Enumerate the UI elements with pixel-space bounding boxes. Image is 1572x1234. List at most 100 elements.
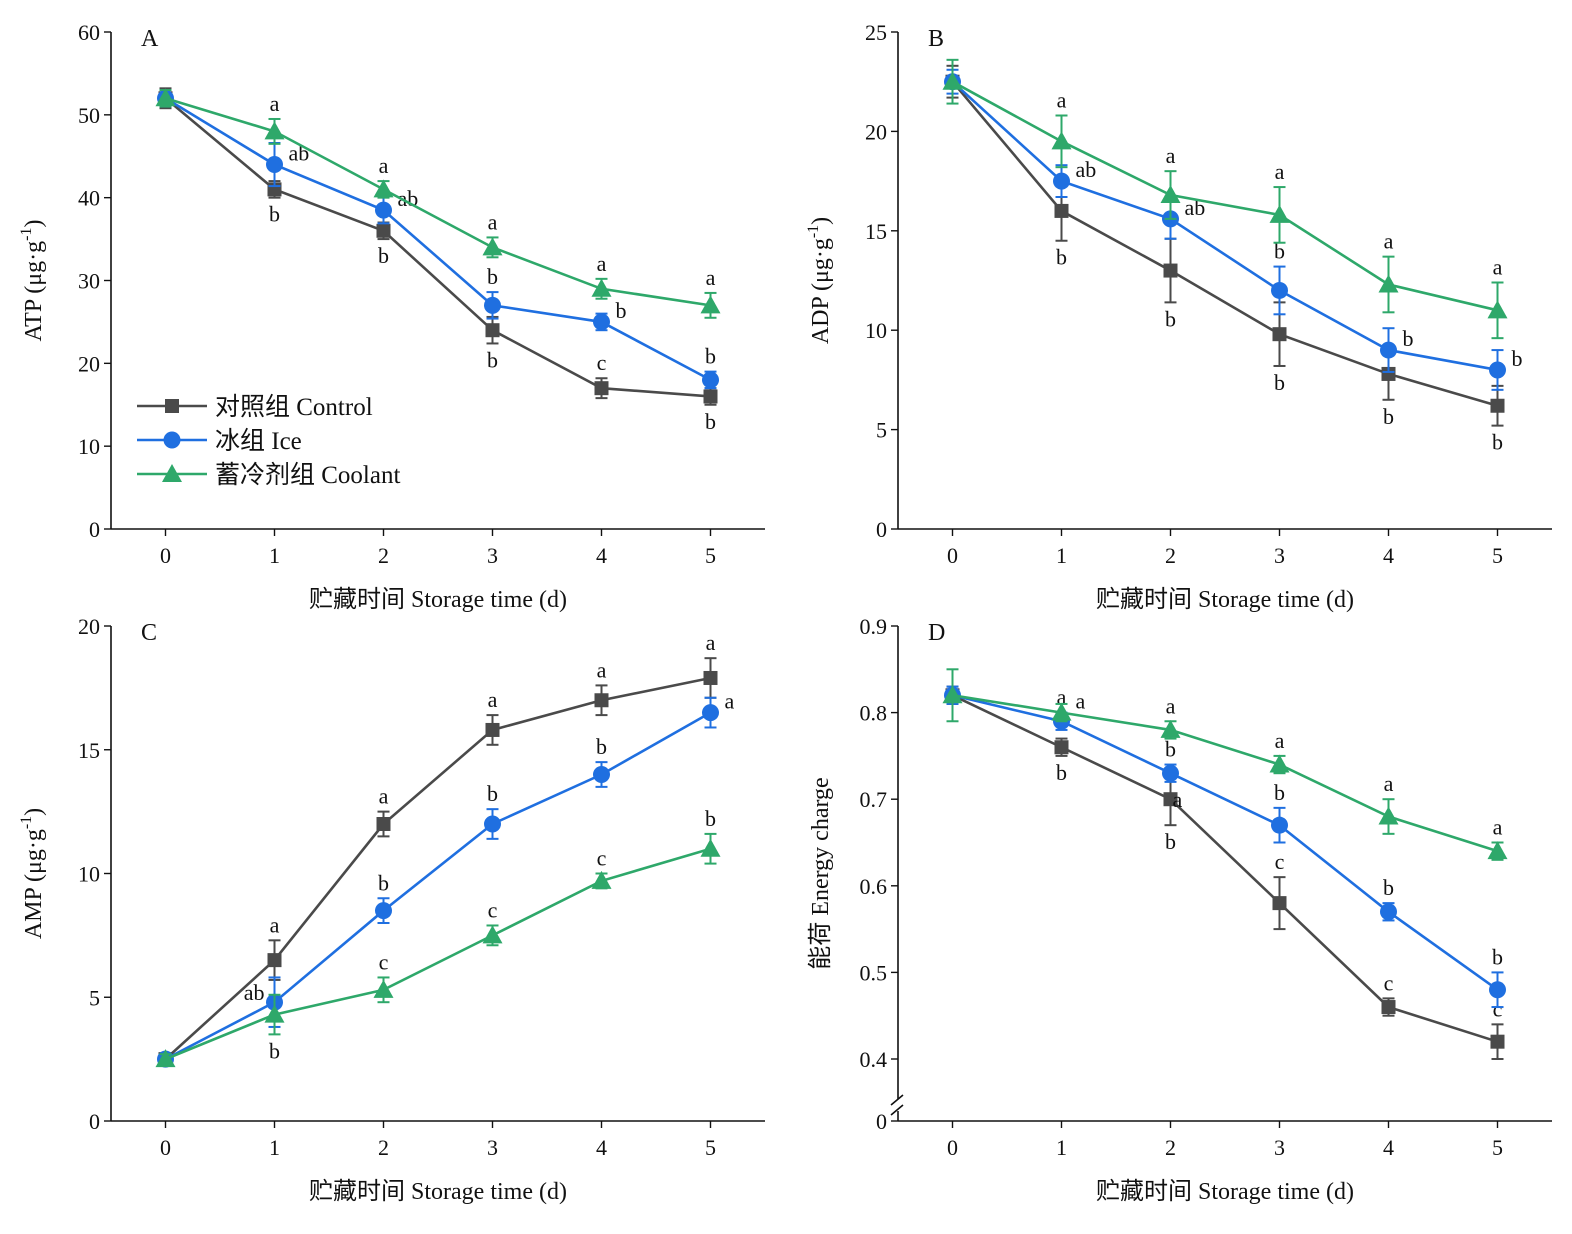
significance-label: a: [706, 630, 716, 655]
significance-label: b: [1165, 829, 1176, 854]
y-tick-label: 0.7: [860, 787, 888, 812]
data-point-ice: [702, 704, 719, 722]
panel-a: 0 10 20 30 40 50 60 0 1 2 3 4 5 贮藏时间 Storage time (d)…: [18, 20, 765, 613]
significance-label: b: [1492, 430, 1503, 455]
y-tick-label: 5: [89, 985, 100, 1010]
y-tick-label: 0: [89, 1109, 100, 1134]
data-point-control: [485, 323, 500, 338]
significance-label: b: [378, 243, 389, 268]
x-tick-label: 5: [705, 1135, 716, 1160]
data-point-coolant: [942, 685, 963, 704]
significance-label: b: [1383, 404, 1394, 429]
significance-label: a: [488, 687, 498, 712]
x-tick-label: 1: [269, 1135, 280, 1160]
x-tick-label: 0: [160, 1135, 171, 1160]
legend-item: 对照组 Control: [137, 393, 373, 421]
x-tick-label: 2: [378, 1135, 389, 1160]
data-point-ice: [1271, 816, 1288, 834]
significance-label: c: [1493, 996, 1503, 1021]
legend-item: 冰组 Ice: [137, 427, 302, 455]
significance-label: a: [1076, 689, 1086, 714]
x-axis-title: 贮藏时间 Storage time (d): [1096, 1178, 1354, 1205]
y-axis-title: ATP (μg·g-1): [18, 220, 47, 342]
y-tick-label: 20: [865, 119, 887, 144]
data-point-coolant: [1160, 719, 1181, 738]
data-point-ice: [1053, 172, 1070, 190]
data-point-coolant: [1269, 204, 1290, 223]
data-point-coolant: [1051, 131, 1072, 150]
legend-label: 冰组 Ice: [215, 427, 302, 455]
data-point-coolant: [1487, 841, 1508, 860]
significance-label: a: [1384, 771, 1394, 796]
legend-label: 对照组 Control: [215, 393, 373, 421]
significance-label: a: [488, 209, 498, 234]
x-tick-label: 5: [1492, 543, 1503, 568]
panel-label: A: [141, 26, 159, 52]
significance-label: a: [1493, 254, 1503, 279]
y-tick-label: 0: [876, 517, 887, 542]
x-tick-label: 3: [487, 543, 498, 568]
data-point-control: [594, 381, 609, 396]
y-axis-title: AMP (μg·g-1): [18, 808, 47, 939]
x-tick-label: 4: [596, 1135, 607, 1160]
data-point-ice: [1271, 281, 1288, 299]
significance-label: a: [597, 251, 607, 276]
significance-label: ab: [1076, 157, 1097, 182]
significance-label: a: [1275, 159, 1285, 184]
data-point-control: [1381, 366, 1396, 381]
series-control: b b c c c: [945, 685, 1505, 1060]
data-point-ice: [375, 902, 392, 920]
data-point-coolant: [373, 979, 394, 998]
series-line-control: [164, 676, 711, 1061]
data-point-ice: [1380, 903, 1397, 921]
panel-d: 0 0.4 0.5 0.6 0.7 0.8 0.9 0 1 2 3 4 5 贮藏时间 Storage ti…: [807, 614, 1552, 1205]
y-tick-label: 15: [865, 219, 887, 244]
significance-label: b: [1274, 370, 1285, 395]
significance-label: b: [269, 1038, 280, 1063]
x-tick-label: 5: [705, 543, 716, 568]
x-tick-label: 4: [1383, 1135, 1394, 1160]
x-tick-label: 5: [1492, 1135, 1503, 1160]
data-point-ice: [1489, 981, 1506, 999]
significance-label: b: [1165, 306, 1176, 331]
data-point-control: [1272, 327, 1287, 342]
data-point-coolant: [482, 925, 503, 944]
significance-label: b: [1383, 875, 1394, 900]
data-point-coolant: [942, 71, 963, 90]
x-axis-title: 贮藏时间 Storage time (d): [309, 1178, 567, 1205]
y-tick-label: 0.4: [860, 1047, 888, 1072]
x-tick-label: 3: [1274, 543, 1285, 568]
significance-label: c: [1384, 970, 1394, 995]
data-point-control: [1490, 398, 1505, 413]
data-point-ice: [1380, 341, 1397, 359]
legend-marker: [163, 431, 181, 449]
series-line-ice: [164, 711, 712, 1061]
x-tick-label: 1: [1056, 1135, 1067, 1160]
series-line-coolant: [951, 80, 1498, 312]
significance-label: a: [1057, 87, 1067, 112]
x-tick-label: 3: [1274, 1135, 1285, 1160]
significance-label: a: [379, 153, 389, 178]
data-point-coolant: [264, 1004, 285, 1023]
y-tick-label: 0.5: [860, 960, 888, 985]
x-tick-label: 3: [487, 1135, 498, 1160]
significance-label: a: [1057, 685, 1067, 710]
x-tick-label: 2: [378, 543, 389, 568]
significance-label: c: [597, 350, 607, 375]
x-tick-label: 4: [1383, 543, 1394, 568]
x-tick-label: 0: [947, 1135, 958, 1160]
significance-label: a: [1166, 143, 1176, 168]
y-tick-label: 50: [78, 103, 100, 128]
data-point-coolant: [1378, 806, 1399, 825]
data-point-coolant: [700, 838, 721, 857]
x-tick-label: 0: [947, 543, 958, 568]
y-tick-label: 0: [89, 517, 100, 542]
series-line-coolant: [165, 97, 711, 307]
significance-label: b: [1403, 326, 1414, 351]
significance-label: b: [487, 347, 498, 372]
